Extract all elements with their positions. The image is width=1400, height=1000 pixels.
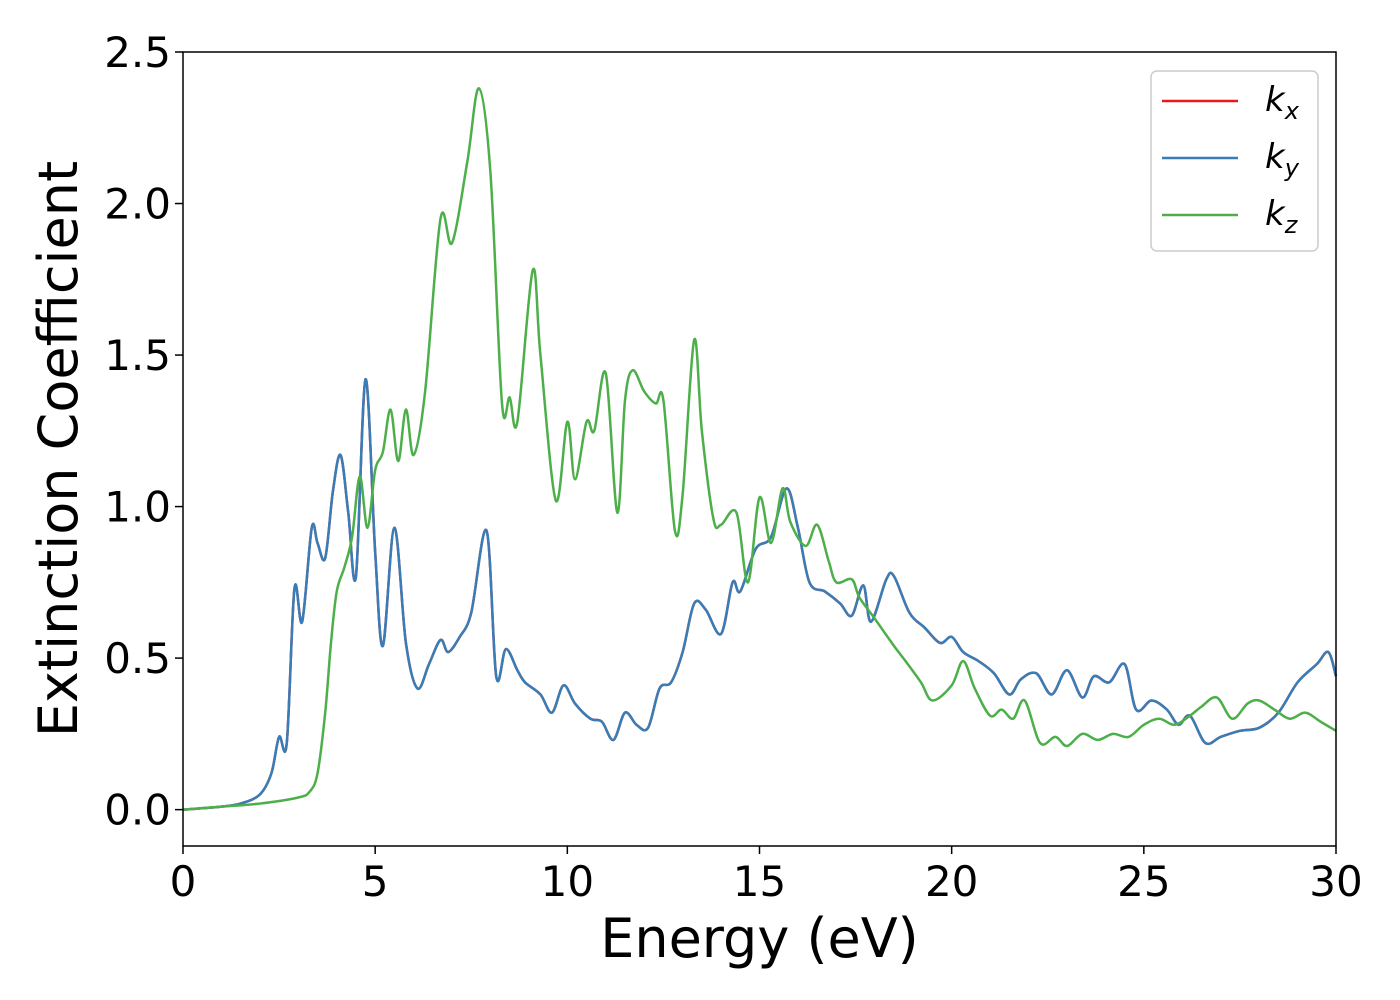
series-line-kz xyxy=(182,87,1337,811)
x-axis-title: Energy (eV) xyxy=(600,907,919,970)
legend-label: ky xyxy=(1265,137,1300,182)
legend-label-subscript: x xyxy=(1284,97,1300,125)
legend-label-subscript: y xyxy=(1284,154,1300,182)
y-axis-ticks: 0.0 0.5 1.0 1.5 2.0 2.5 xyxy=(104,28,183,835)
legend-label-symbol: k xyxy=(1265,137,1286,177)
series-layer xyxy=(182,87,1338,811)
x-axis-ticks: 0 5 10 15 20 25 30 xyxy=(170,846,1363,906)
legend-box xyxy=(1150,70,1319,252)
legend-label: kz xyxy=(1265,194,1299,239)
legend-label-symbol: k xyxy=(1265,194,1286,234)
legend-label-subscript: z xyxy=(1284,211,1299,239)
x-tick-label: 5 xyxy=(362,857,389,906)
x-tick-label: 15 xyxy=(733,857,786,906)
y-axis-title: Extinction Coefficient xyxy=(27,161,90,737)
x-tick-label: 0 xyxy=(170,857,197,906)
series-line-ky xyxy=(182,378,1338,811)
x-tick-label: 30 xyxy=(1309,857,1362,906)
y-tick-label: 0.5 xyxy=(104,634,171,683)
x-tick-label: 20 xyxy=(925,857,978,906)
y-tick-label: 1.5 xyxy=(104,331,171,380)
y-tick-label: 2.0 xyxy=(104,180,171,229)
x-tick-label: 10 xyxy=(541,857,594,906)
y-tick-label: 0.0 xyxy=(104,786,171,835)
legend-label-symbol: k xyxy=(1265,80,1286,120)
legend-label: kx xyxy=(1265,80,1300,125)
y-tick-label: 1.0 xyxy=(104,483,171,532)
y-tick-label: 2.5 xyxy=(104,28,171,77)
x-tick-label: 25 xyxy=(1117,857,1170,906)
